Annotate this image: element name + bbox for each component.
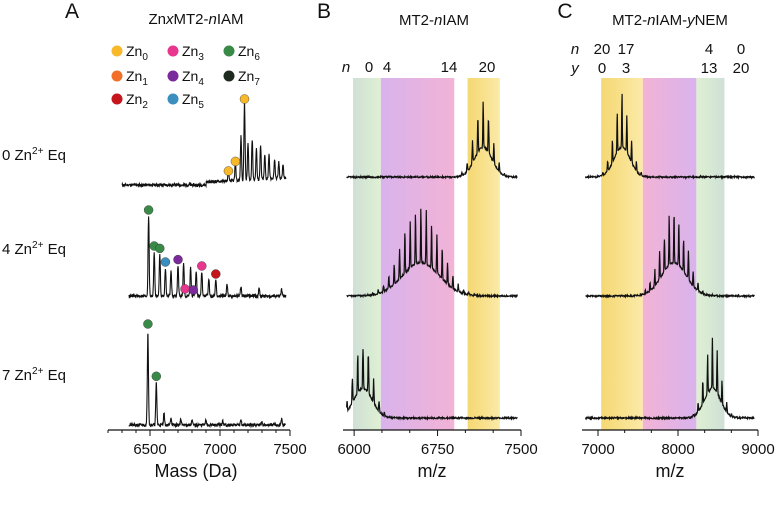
panel-a-marker-1-8 <box>211 269 221 279</box>
legend-marker-zn5 <box>167 93 179 105</box>
legend-marker-zn1 <box>111 70 123 82</box>
panel-b-tick-label-6000: 6000 <box>337 441 370 458</box>
panel-c-n-value-0: 20 <box>594 41 611 58</box>
panel-a-marker-2-0 <box>143 319 153 329</box>
panel-letter-c: C <box>557 0 572 23</box>
panel-c-y-value-2: 13 <box>701 60 718 77</box>
legend-label-zn1: Zn1 <box>126 68 148 88</box>
legend-marker-zn0 <box>111 45 123 57</box>
legend-label-zn3: Zn3 <box>182 43 204 63</box>
panel-c-xlabel: m/z <box>656 461 685 481</box>
legend-marker-zn4 <box>167 70 179 82</box>
panel-a-marker-0-1 <box>230 156 241 167</box>
legend-label-zn5: Zn5 <box>182 91 204 111</box>
panel-c-n-symbol: n <box>571 41 579 58</box>
legend-marker-zn3 <box>167 45 179 57</box>
panel-a-marker-1-6 <box>188 285 199 295</box>
row-label-1: 4 Zn2+ Eq <box>2 240 66 258</box>
panel-b-spectrum-2 <box>346 349 518 422</box>
panel-a-title: ZnxMT2-nIAM <box>148 11 243 28</box>
panel-c-spectrum-1 <box>585 215 755 299</box>
legend-label-zn0: Zn0 <box>126 43 148 63</box>
panel-a-marker-1-3 <box>160 257 171 267</box>
panel-a-marker-2-1 <box>151 371 162 381</box>
legend-label-zn2: Zn2 <box>126 91 148 111</box>
panel-c-y-value-1: 3 <box>622 60 630 77</box>
legend-marker-zn2 <box>111 93 123 105</box>
legend-label-zn6: Zn6 <box>238 43 260 63</box>
panel-c-y-symbol: y <box>570 60 580 77</box>
panel-b-n-value-2: 14 <box>441 59 458 76</box>
panel-c-y-value-3: 20 <box>733 60 750 77</box>
panel-b-title: MT2-nIAM <box>399 12 469 29</box>
panel-b-n-value-0: 0 <box>365 59 373 76</box>
panel-a-marker-1-5 <box>180 284 190 294</box>
panel-c-tick-label-8000: 8000 <box>661 441 694 458</box>
panel-c-spectrum-2 <box>584 337 755 421</box>
panel-a-xlabel: Mass (Da) <box>154 461 237 481</box>
panel-letter-a: A <box>65 0 79 23</box>
panel-a-marker-1-0 <box>143 205 154 215</box>
panel-b-xlabel: m/z <box>418 461 447 481</box>
panel-b-n-value-3: 20 <box>479 59 496 76</box>
legend-marker-zn6 <box>223 45 235 57</box>
panel-a-spectrum-2 <box>128 333 286 429</box>
panel-c-spectrum-0 <box>584 93 755 181</box>
panel-b-spectrum-0 <box>346 101 518 180</box>
panel-b-n-symbol: n <box>342 59 350 76</box>
panel-a-marker-0-2 <box>239 94 250 104</box>
panel-c-n-value-3: 0 <box>737 41 745 58</box>
panel-a-marker-1-2 <box>155 243 165 254</box>
panel-a-tick-label-7500: 7500 <box>273 441 306 458</box>
panel-a-tick-label-7000: 7000 <box>203 441 236 458</box>
panel-a-spectrum-0 <box>121 103 287 189</box>
panel-a-marker-1-7 <box>197 261 207 271</box>
panel-a-tick-label-6500: 6500 <box>133 441 166 458</box>
panel-b-n-value-1: 4 <box>383 59 391 76</box>
panel-b-band-1 <box>380 78 455 430</box>
row-label-2: 7 Zn2+ Eq <box>2 366 66 384</box>
panel-letter-b: B <box>317 0 331 23</box>
panel-c-y-value-0: 0 <box>598 60 606 77</box>
legend-marker-zn7 <box>223 70 235 82</box>
panel-c-title: MT2-nIAM-yNEM <box>612 12 728 29</box>
legend-label-zn4: Zn4 <box>182 68 204 88</box>
panel-c-tick-label-9000: 9000 <box>741 441 774 458</box>
panel-c-n-value-1: 17 <box>618 41 635 58</box>
panel-b-spectrum-1 <box>346 208 518 299</box>
panel-c-n-value-2: 4 <box>705 41 713 58</box>
panel-a-marker-1-4 <box>173 254 183 265</box>
panel-b-tick-label-7500: 7500 <box>504 441 537 458</box>
row-label-0: 0 Zn2+ Eq <box>2 146 66 164</box>
panel-b-tick-label-6750: 6750 <box>421 441 454 458</box>
panel-a-marker-0-0 <box>223 166 234 176</box>
panel-a-spectrum-1 <box>128 216 287 300</box>
legend-label-zn7: Zn7 <box>238 68 260 88</box>
panel-c-tick-label-7000: 7000 <box>581 441 614 458</box>
panel-c-band-2 <box>696 78 725 430</box>
